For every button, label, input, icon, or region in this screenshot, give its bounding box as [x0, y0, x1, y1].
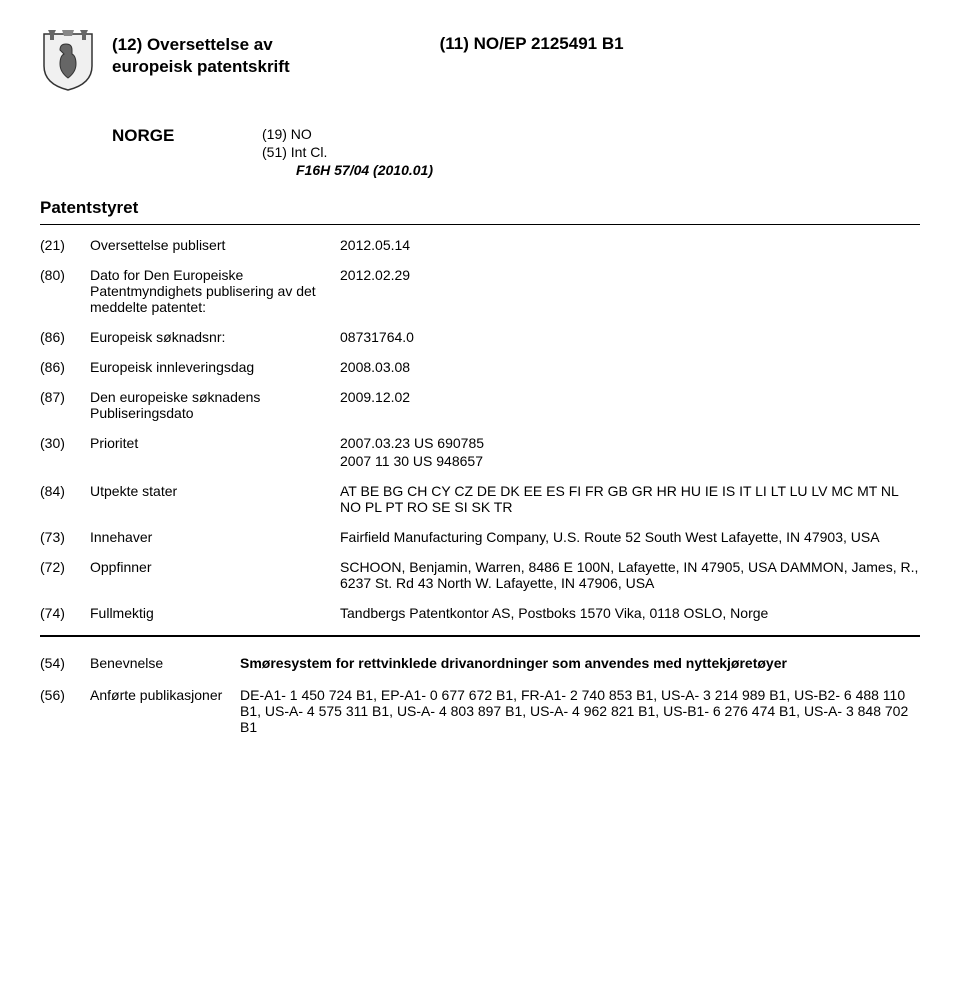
coat-of-arms-icon	[40, 30, 96, 94]
field-74-code: (74)	[40, 605, 90, 621]
field-80-value: 2012.02.29	[340, 267, 920, 283]
field-72-value: SCHOON, Benjamin, Warren, 8486 E 100N, L…	[340, 559, 920, 591]
field-72-name: Oppfinner	[90, 559, 340, 575]
field-86b-value: 2008.03.08	[340, 359, 920, 375]
field-30-code: (30)	[40, 435, 90, 451]
divider-bottom	[40, 635, 920, 637]
field-21-name: Oversettelse publisert	[90, 237, 340, 253]
field-84-code: (84)	[40, 483, 90, 499]
field-86a-code: (86)	[40, 329, 90, 345]
document-number: (11) NO/EP 2125491 B1	[440, 34, 624, 78]
document-type-line1: (12) Oversettelse av	[112, 34, 290, 56]
field-56-name: Anførte publikasjoner	[90, 687, 240, 703]
field-73-code: (73)	[40, 529, 90, 545]
field-87-name: Den europeiske søknadens Publiseringsdat…	[90, 389, 340, 421]
field-73-value: Fairfield Manufacturing Company, U.S. Ro…	[340, 529, 920, 545]
logo-emblem	[40, 30, 96, 94]
field-51-label: (51) Int Cl.	[262, 144, 327, 160]
field-80-name: Dato for Den Europeiske Patentmyndighets…	[90, 267, 340, 315]
document-type-line2: europeisk patentskrift	[112, 56, 290, 78]
field-54-code: (54)	[40, 655, 90, 671]
field-74-value: Tandbergs Patentkontor AS, Postboks 1570…	[340, 605, 920, 621]
field-56-code: (56)	[40, 687, 90, 703]
field-86b-code: (86)	[40, 359, 90, 375]
field-84-name: Utpekte stater	[90, 483, 340, 499]
country-label: NORGE	[112, 126, 212, 146]
field-30-value2: 2007 11 30 US 948657	[340, 453, 920, 469]
field-72-code: (72)	[40, 559, 90, 575]
field-80-code: (80)	[40, 267, 90, 283]
field-84-value: AT BE BG CH CY CZ DE DK EE ES FI FR GB G…	[340, 483, 920, 515]
field-87-value: 2009.12.02	[340, 389, 920, 405]
field-21-code: (21)	[40, 237, 90, 253]
field-56-value: DE-A1- 1 450 724 B1, EP-A1- 0 677 672 B1…	[240, 687, 920, 735]
field-30-value1: 2007.03.23 US 690785	[340, 435, 920, 451]
field-86b-name: Europeisk innleveringsdag	[90, 359, 340, 375]
patentstyret-label: Patentstyret	[40, 198, 920, 218]
field-73-name: Innehaver	[90, 529, 340, 545]
field-87-code: (87)	[40, 389, 90, 405]
field-51-value: F16H 57/04 (2010.01)	[296, 162, 433, 178]
field-21-value: 2012.05.14	[340, 237, 920, 253]
field-86a-name: Europeisk søknadsnr:	[90, 329, 340, 345]
divider-top	[40, 224, 920, 225]
field-19: (19) NO	[262, 126, 433, 142]
field-86a-value: 08731764.0	[340, 329, 920, 345]
field-74-name: Fullmektig	[90, 605, 340, 621]
field-54-value: Smøresystem for rettvinklede drivanordni…	[240, 655, 920, 671]
field-30-name: Prioritet	[90, 435, 340, 451]
field-54-name: Benevnelse	[90, 655, 240, 671]
